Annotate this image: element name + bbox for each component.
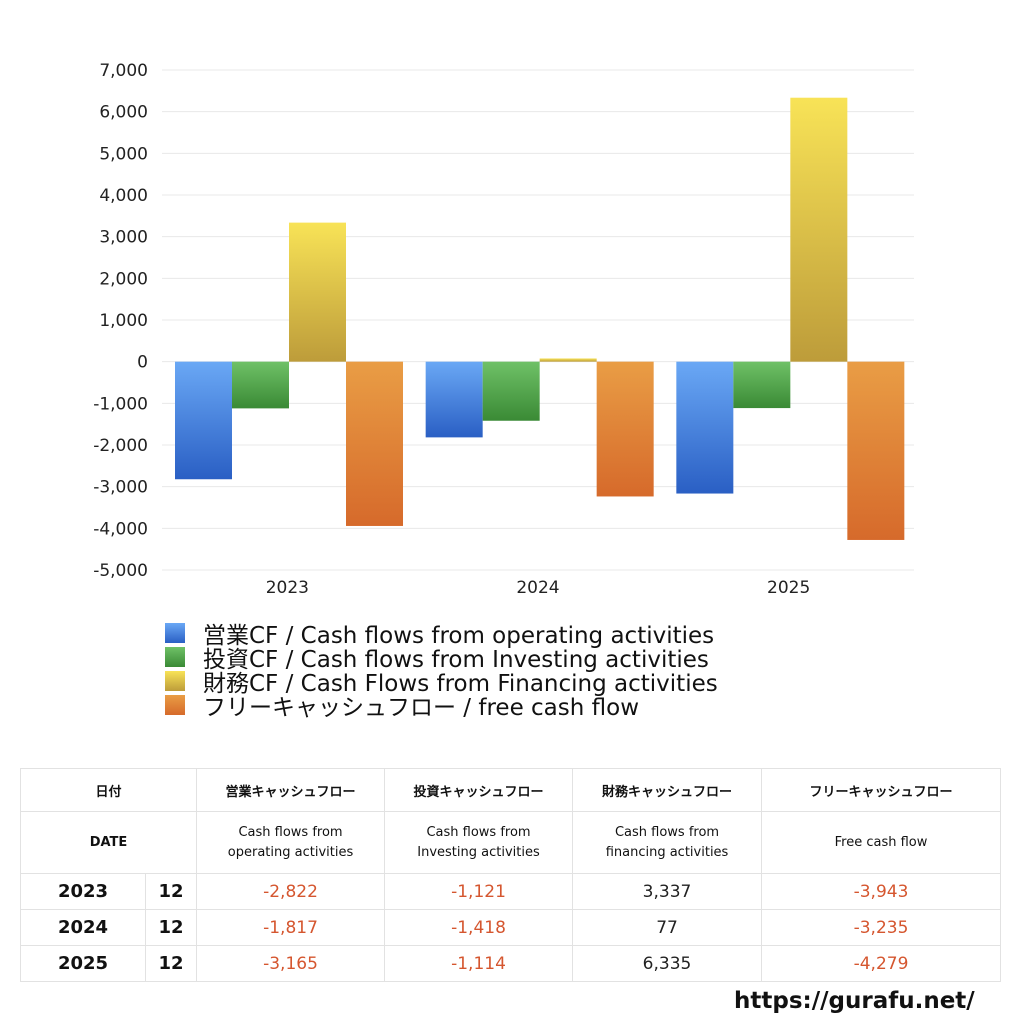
bar-2024-series-2 [539,358,597,362]
row-year: 2024 [20,909,146,946]
y-tick-label: 6,000 [99,103,148,123]
y-tick-label: 5,000 [99,144,148,164]
legend-item-operating: 営業CF / Cash flows from operating activit… [165,621,718,649]
bar-2023-series-3 [346,361,403,526]
legend-swatch-financing [165,671,185,691]
legend-item-financing: 財務CF / Cash Flows from Financing activit… [165,669,718,697]
cell-free: -3,235 [761,909,1002,946]
y-tick-label: 2,000 [99,269,148,289]
row-month: 12 [144,909,198,946]
row-month: 12 [144,873,198,910]
header-free-ja: フリーキャッシュフロー [761,768,1002,812]
header-operating-en-line2: operating activities [227,844,354,860]
table-header-ja: 日付 営業キャッシュフロー 投資キャッシュフロー 財務キャッシュフロー フリーキ… [19,768,1002,812]
bar-2024-series-0 [425,361,483,438]
header-free-en: Free cash flow [761,811,1002,874]
bar-2023-series-2 [289,222,346,362]
cell-investing: -1,418 [384,909,574,946]
legend-label-free: フリーキャッシュフロー / free cash flow [203,695,640,721]
row-year: 2023 [20,873,146,910]
y-tick-label: -5,000 [93,561,148,581]
y-tick-label: -2,000 [93,436,148,456]
header-financing-en-line1: Cash flows from [614,824,720,840]
legend: 営業CF / Cash flows from operating activit… [165,621,718,721]
bar-2025-series-1 [733,361,791,409]
bars [175,97,905,540]
y-tick-label: -3,000 [93,478,148,498]
x-axis-ticks: 2023 2024 2025 [266,578,811,598]
y-tick-label: -1,000 [93,394,148,414]
header-financing-en: Cash flows from financing activities [572,811,763,874]
row-month: 12 [144,945,198,982]
header-date-en: DATE [19,811,198,874]
cash-flow-chart: 7,000 6,000 5,000 4,000 3,000 2,000 1,000 0 -1,0… [93,61,914,598]
table-header-en: DATE Cash flows from operating activities… [19,811,1002,874]
header-operating-en: Cash flows from operating activities [196,811,386,874]
cell-financing: 77 [572,909,763,946]
legend-item-investing: 投資CF / Cash flows from Investing activit… [165,645,718,673]
cell-operating: -1,817 [196,909,386,946]
y-axis-ticks: 7,000 6,000 5,000 4,000 3,000 2,000 1,000 0 -1,0… [93,61,148,581]
table-row: 2025 12 -3,165 -1,114 6,335 -4,279 [20,945,1002,982]
y-tick-label: 0 [137,353,148,373]
header-financing-ja: 財務キャッシュフロー [572,768,763,812]
cell-operating: -3,165 [196,945,386,982]
y-tick-label: 4,000 [99,186,148,206]
legend-label-operating: 営業CF / Cash flows from operating activit… [203,623,715,649]
bar-2024-series-3 [596,361,654,497]
bar-2023-series-0 [175,361,232,480]
legend-swatch-operating [165,623,185,643]
table-row: 2023 12 -2,822 -1,121 3,337 -3,943 [20,873,1002,910]
header-operating-en-line1: Cash flows from [238,824,343,840]
header-investing-en-line1: Cash flows from [426,824,531,840]
table-row: 2024 12 -1,817 -1,418 77 -3,235 [20,909,1002,946]
cell-operating: -2,822 [196,873,386,910]
x-tick-label: 2025 [767,578,810,598]
y-tick-label: 3,000 [99,228,148,248]
bar-2023-series-1 [232,361,289,409]
header-investing-en: Cash flows from Investing activities [384,811,574,874]
header-investing-ja: 投資キャッシュフロー [384,768,574,812]
cell-free: -3,943 [761,873,1002,910]
gridlines [162,69,914,571]
row-year: 2025 [20,945,146,982]
bar-2024-series-1 [482,361,540,421]
legend-label-investing: 投資CF / Cash flows from Investing activit… [203,647,709,673]
legend-swatch-free [165,695,185,715]
legend-item-free: フリーキャッシュフロー / free cash flow [165,693,718,721]
x-tick-label: 2023 [266,578,309,598]
y-tick-label: 7,000 [99,61,148,81]
cell-financing: 6,335 [572,945,763,982]
bar-2025-series-0 [676,361,734,494]
x-tick-label: 2024 [516,578,559,598]
header-financing-en-line2: financing activities [605,844,729,860]
site-url: https://gurafu.net/ [734,988,975,1014]
bar-2025-series-3 [847,361,905,540]
cell-investing: -1,114 [384,945,574,982]
y-tick-label: 1,000 [99,311,148,331]
cell-investing: -1,121 [384,873,574,910]
header-investing-en-line2: Investing activities [417,844,540,860]
y-tick-label: -4,000 [93,519,148,539]
legend-swatch-investing [165,647,185,667]
cash-flow-table: 日付 営業キャッシュフロー 投資キャッシュフロー 財務キャッシュフロー フリーキ… [19,768,1002,982]
cell-financing: 3,337 [572,873,763,910]
legend-label-financing: 財務CF / Cash Flows from Financing activit… [203,671,718,697]
bar-2025-series-2 [790,97,848,362]
header-operating-ja: 営業キャッシュフロー [196,768,386,812]
header-date-ja: 日付 [19,768,198,812]
cell-free: -4,279 [761,945,1002,982]
